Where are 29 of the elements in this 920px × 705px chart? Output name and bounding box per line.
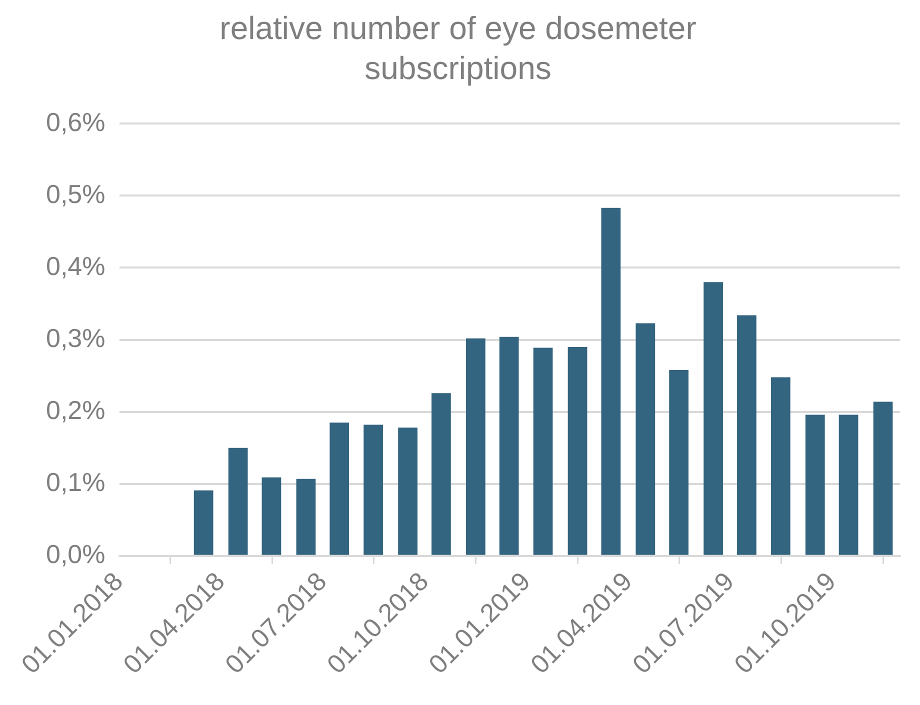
bar xyxy=(228,448,248,555)
bar xyxy=(364,424,383,555)
bar xyxy=(568,346,588,555)
bar xyxy=(262,477,282,555)
bar xyxy=(499,336,519,555)
y-tick-label: 0,4% xyxy=(46,250,106,281)
bar xyxy=(398,428,418,555)
y-tick-label: 0,0% xyxy=(46,539,106,570)
bar xyxy=(296,478,316,555)
bar xyxy=(636,323,656,555)
bar xyxy=(533,348,553,555)
bar xyxy=(601,208,621,555)
bar xyxy=(873,402,893,555)
y-tick-label: 0,1% xyxy=(46,467,106,498)
y-tick-label: 0,5% xyxy=(46,178,106,209)
bar xyxy=(770,377,790,555)
bar xyxy=(805,414,825,555)
bar xyxy=(704,282,723,555)
bar xyxy=(737,315,756,555)
y-tick-label: 0,2% xyxy=(46,394,106,425)
bar xyxy=(432,393,451,555)
bar xyxy=(194,490,214,555)
bar xyxy=(838,414,858,555)
chart-title: relative number of eye dosemeter subscriptions xyxy=(218,9,698,88)
bar xyxy=(466,338,486,555)
bar xyxy=(330,422,350,555)
y-tick-label: 0,3% xyxy=(46,322,106,353)
bar xyxy=(669,370,688,555)
y-tick-label: 0,6% xyxy=(46,106,106,137)
